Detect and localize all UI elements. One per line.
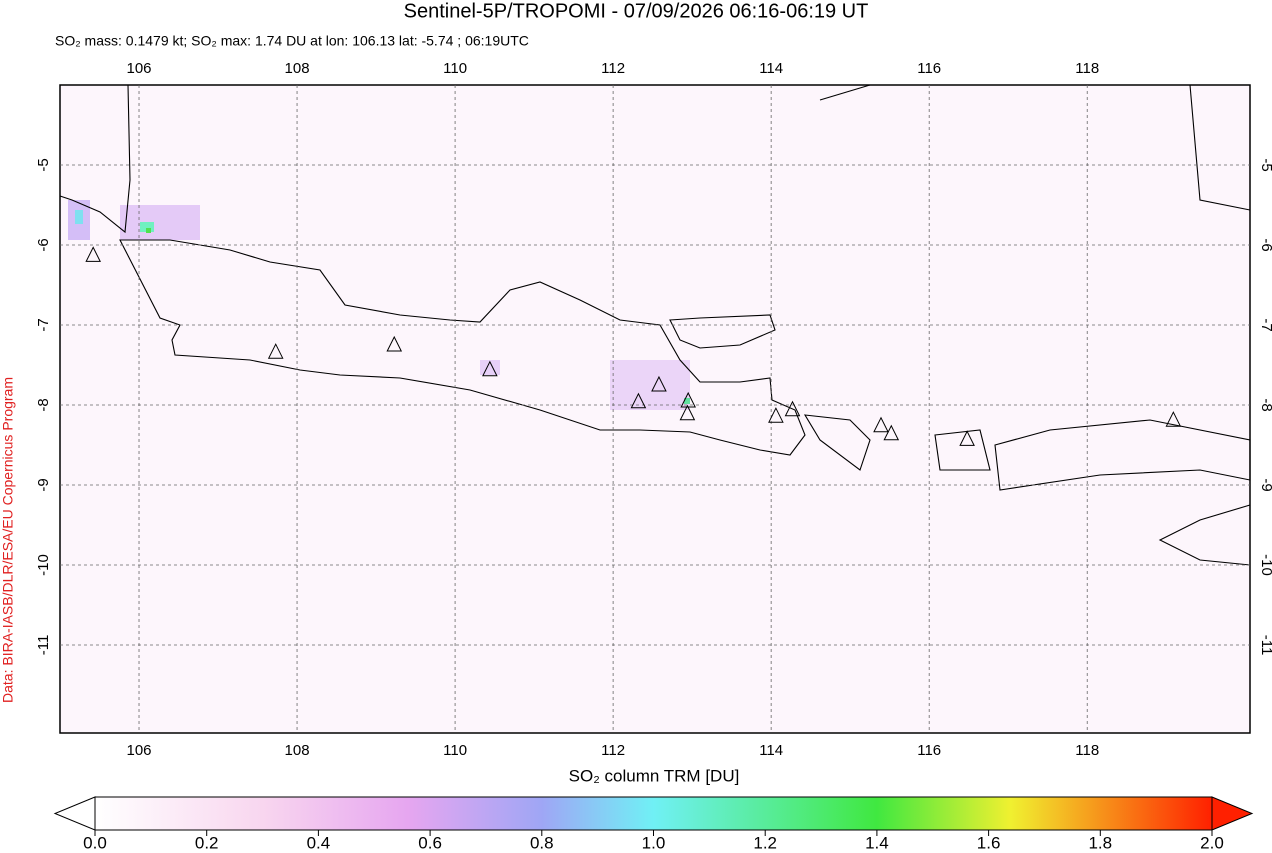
y-tick-label-right: -6 bbox=[1258, 238, 1272, 251]
y-tick-label-left: -6 bbox=[35, 238, 52, 251]
volcano bbox=[630, 392, 647, 409]
volcano bbox=[768, 407, 784, 423]
volcano bbox=[784, 400, 801, 417]
x-tick-label-top: 106 bbox=[127, 60, 152, 77]
y-tick-label-left: -8 bbox=[35, 398, 52, 411]
colorbar-tick-label: 0.2 bbox=[195, 833, 219, 852]
x-tick-label-top: 110 bbox=[443, 60, 467, 77]
colorbar-tick-label: 0.0 bbox=[83, 833, 107, 852]
subtitle: SO₂ mass: 0.1479 kt; SO₂ max: 1.74 DU at… bbox=[55, 33, 529, 49]
y-tick-label-right: -8 bbox=[1258, 398, 1272, 411]
x-tick-label-top: 112 bbox=[601, 60, 625, 77]
colorbar-tick-label: 1.0 bbox=[642, 833, 666, 852]
colorbar-label: SO₂ column TRM [DU] bbox=[569, 766, 740, 785]
y-tick-label-right: -10 bbox=[1258, 554, 1272, 576]
y-tick-label-right: -7 bbox=[1258, 318, 1272, 331]
volcano bbox=[482, 360, 498, 377]
coastlines bbox=[59, 84, 1251, 566]
x-tick-label-bottom: 118 bbox=[1075, 742, 1099, 759]
y-tick-label-right: -11 bbox=[1258, 635, 1272, 656]
volcano bbox=[679, 404, 696, 421]
y-tick-label-right: -5 bbox=[1258, 158, 1272, 171]
colorbar-tick-label: 1.8 bbox=[1088, 833, 1112, 852]
x-tick-label-top: 114 bbox=[759, 60, 783, 77]
x-tick-label-top: 116 bbox=[917, 60, 941, 77]
volcano bbox=[883, 424, 900, 441]
colorbar bbox=[94, 796, 1213, 831]
title: Sentinel-5P/TROPOMI - 07/09/2026 06:16-0… bbox=[404, 0, 869, 22]
x-tick-label-bottom: 114 bbox=[759, 742, 783, 759]
colorbar-tick-label: 1.4 bbox=[865, 833, 889, 852]
colorbar-tick-label: 1.6 bbox=[977, 833, 1001, 852]
volcano bbox=[1165, 411, 1182, 427]
volcano bbox=[386, 335, 403, 352]
x-tick-label-bottom: 108 bbox=[285, 742, 310, 759]
colorbar-tick-label: 0.8 bbox=[530, 833, 554, 852]
volcano bbox=[873, 416, 889, 433]
colorbar-tick-label: 0.4 bbox=[307, 833, 331, 852]
colorbar-tick-label: 2.0 bbox=[1200, 833, 1224, 852]
y-tick-label-left: -10 bbox=[35, 554, 52, 576]
x-tick-label-bottom: 110 bbox=[443, 742, 467, 759]
x-tick-label-top: 108 bbox=[285, 60, 310, 77]
volcano bbox=[651, 375, 667, 392]
map-frame bbox=[59, 84, 1251, 734]
x-tick-label-top: 118 bbox=[1075, 60, 1099, 77]
x-tick-label-bottom: 116 bbox=[917, 742, 941, 759]
y-tick-label-right: -9 bbox=[1258, 478, 1272, 491]
colorbar-tick-label: 0.6 bbox=[418, 833, 442, 852]
volcano bbox=[959, 430, 975, 446]
x-tick-label-bottom: 112 bbox=[601, 742, 625, 759]
volcano bbox=[267, 343, 284, 359]
y-tick-label-left: -7 bbox=[35, 318, 52, 331]
colorbar-low-arrow bbox=[53, 796, 96, 831]
y-tick-label-left: -5 bbox=[35, 158, 52, 171]
credit: Data: BIRA-IASB/DLR/ESA/EU Copernicus Pr… bbox=[0, 377, 16, 703]
x-tick-label-bottom: 106 bbox=[127, 742, 152, 759]
colorbar-tick-label: 1.2 bbox=[753, 833, 777, 852]
y-tick-label-left: -9 bbox=[35, 478, 52, 491]
colorbar-high-arrow bbox=[1211, 796, 1254, 831]
volcano bbox=[85, 246, 101, 262]
y-tick-label-left: -11 bbox=[35, 635, 52, 656]
